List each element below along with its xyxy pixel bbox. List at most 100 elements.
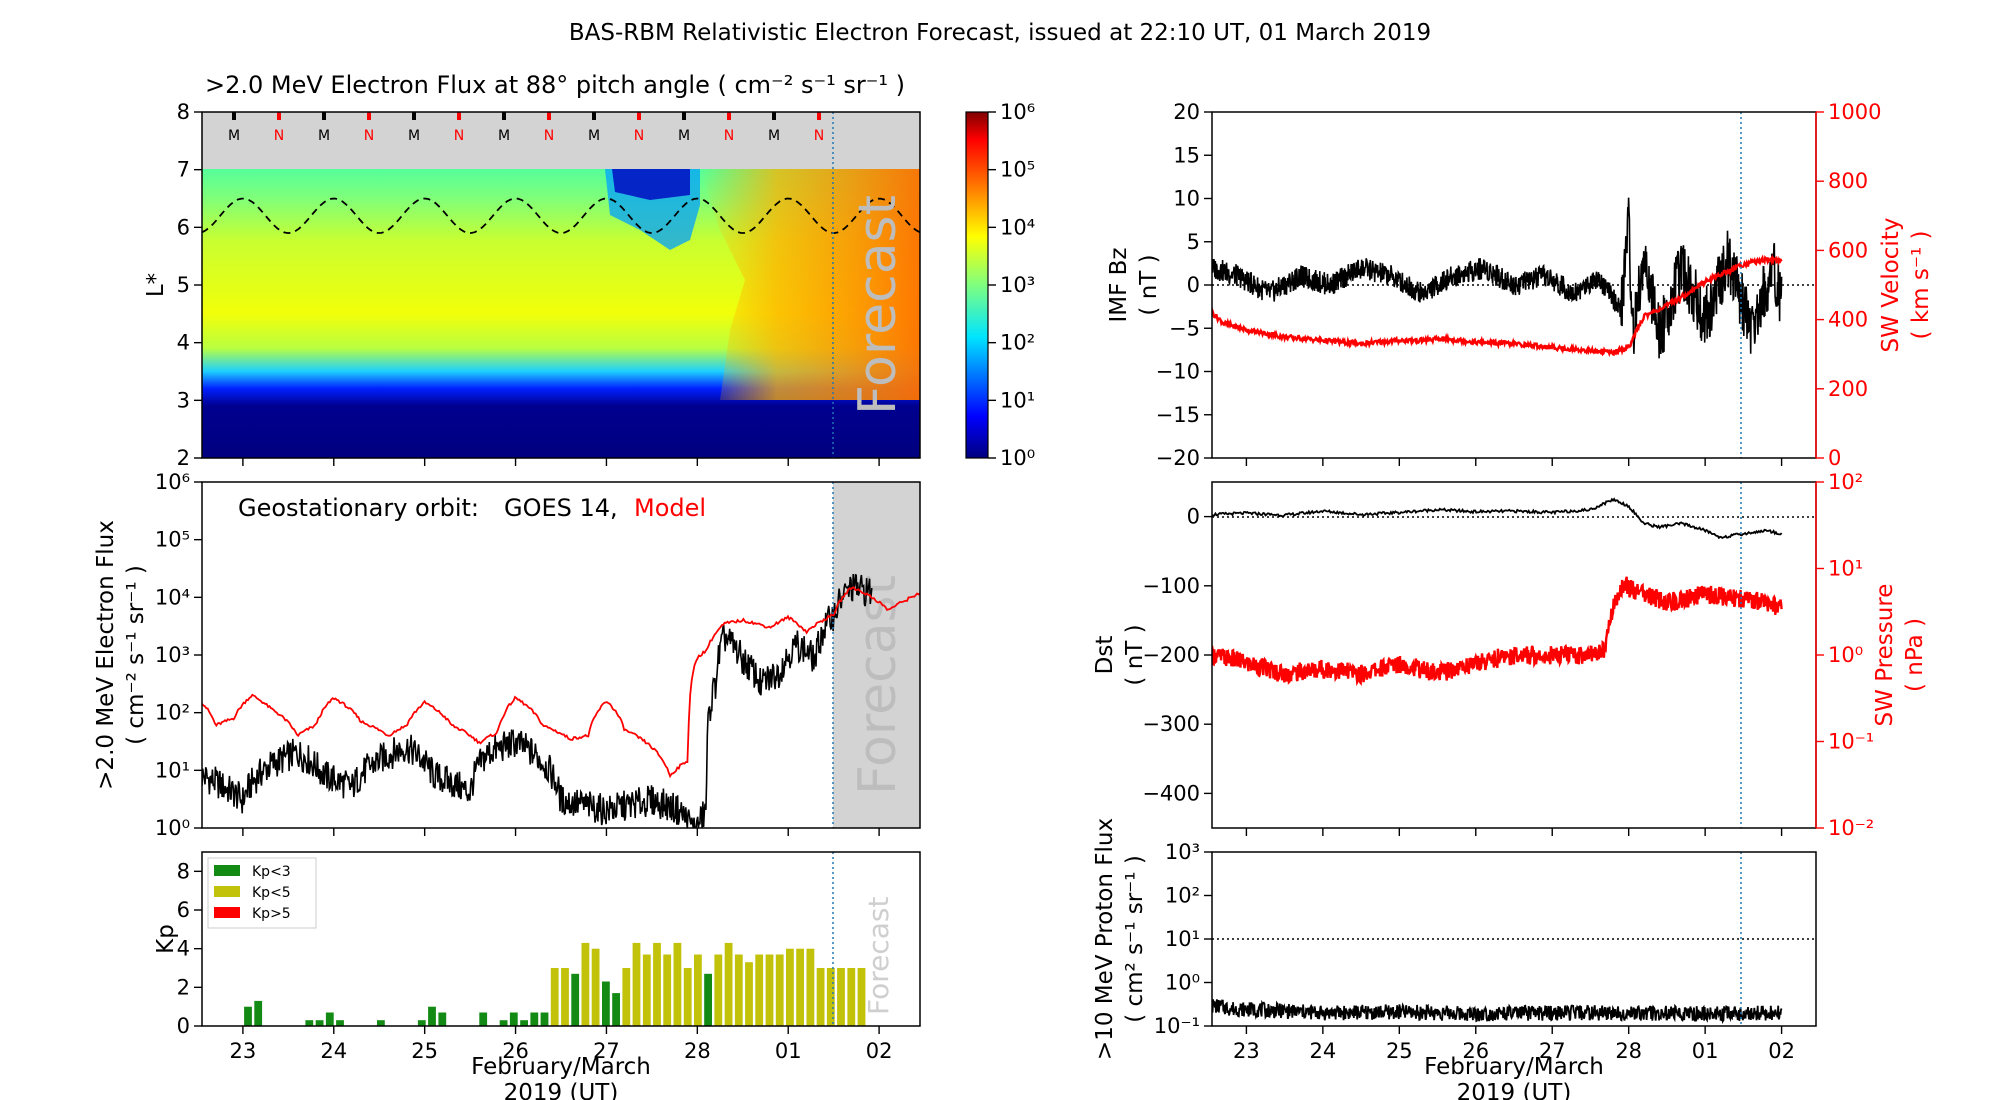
kp-bar bbox=[438, 1012, 447, 1026]
kp-bar bbox=[837, 968, 845, 1026]
kp-bar bbox=[581, 942, 590, 1026]
kp-bar bbox=[428, 1006, 436, 1026]
lstar-y-tick-label: 3 bbox=[177, 388, 190, 412]
forecast-watermark-kp: Forecast bbox=[862, 896, 895, 1015]
kp-bar bbox=[847, 968, 856, 1026]
kp-bar bbox=[561, 968, 569, 1026]
dst-y-tick-label: −400 bbox=[1142, 781, 1200, 805]
dst-y-tick-label: 0 bbox=[1187, 505, 1200, 529]
proton-y-tick-label: 10¹ bbox=[1165, 927, 1200, 951]
imf-y-tick-label: 10 bbox=[1173, 187, 1200, 211]
kp-bar bbox=[305, 1020, 314, 1026]
goes-14-series-line bbox=[202, 573, 873, 828]
kp-y-tick-label: 6 bbox=[177, 898, 190, 922]
dst-y-tick-label: −100 bbox=[1142, 574, 1200, 598]
sw-velocity-y-tick-label: 800 bbox=[1828, 169, 1868, 193]
kp-bar bbox=[530, 1012, 539, 1026]
kp-bar bbox=[734, 954, 743, 1026]
dst-series-line bbox=[1212, 497, 1783, 540]
date-tick-label-25: 25 bbox=[1386, 1039, 1413, 1063]
forecast-watermark-geo: Forecast bbox=[848, 575, 908, 795]
imf-y-tick-label: −20 bbox=[1156, 446, 1200, 470]
kp-bar bbox=[663, 954, 672, 1026]
sw-pressure-y-tick-label: 10⁻² bbox=[1828, 816, 1874, 840]
orbit-marker-M: M bbox=[318, 128, 330, 144]
kp-legend-swatch-2 bbox=[214, 886, 240, 897]
orbit-marker-M: M bbox=[498, 128, 510, 144]
kp-bar bbox=[540, 1012, 549, 1026]
left-x-label-line1: February/March bbox=[471, 1054, 651, 1080]
sw-pressure-y-tick-label: 10⁰ bbox=[1828, 643, 1863, 667]
kp-bar bbox=[622, 968, 631, 1026]
kp-bar bbox=[806, 948, 815, 1026]
colorbar-ticks: 10⁰ 10¹ 10² 10³ 10⁴ 10⁵ 10⁶ bbox=[988, 100, 1035, 470]
orbit-marker-N: N bbox=[814, 128, 824, 144]
imf-y-tick-label: 0 bbox=[1187, 273, 1200, 297]
kp-bar bbox=[632, 942, 641, 1026]
kp-bar bbox=[591, 948, 600, 1026]
figure-title: BAS-RBM Relativistic Electron Forecast, … bbox=[569, 20, 1431, 46]
kp-bar bbox=[550, 968, 559, 1026]
geo-legend-model: Model bbox=[634, 494, 706, 522]
imf-y-tick-label: −15 bbox=[1156, 403, 1200, 427]
kp-bar bbox=[694, 954, 702, 1026]
geo-y-label: >2.0 MeV Electron Flux bbox=[93, 520, 119, 790]
kp-bar bbox=[857, 968, 866, 1026]
date-tick-label-24: 24 bbox=[1309, 1039, 1336, 1063]
right-date-ticks: 23 24 25 26 27 28 01 02 bbox=[1233, 1026, 1795, 1063]
geo-y-tick-label: 10⁵ bbox=[155, 528, 190, 552]
kp-y-tick-label: 2 bbox=[177, 975, 190, 999]
right-x-label-line2: 2019 (UT) bbox=[1457, 1080, 1572, 1100]
kp-legend-swatch-1 bbox=[214, 865, 240, 876]
heatmap-orbit-marker-band bbox=[202, 112, 920, 169]
dst-y-tick-label: −200 bbox=[1142, 643, 1200, 667]
kp-bar bbox=[745, 962, 753, 1026]
imf-y-tick-label: 5 bbox=[1187, 230, 1200, 254]
geo-flux-panel: Forecast Geostationary orbit: GOES 14, M… bbox=[93, 470, 921, 840]
sw-pressure-y-units: ( nPa ) bbox=[1902, 618, 1928, 692]
kp-bar bbox=[755, 954, 764, 1026]
kp-bar bbox=[520, 1020, 528, 1026]
imf-sw-panel: −20 −15 −10 −5 0 5 10 15 20 0 200 400 600 800 1000 IM… bbox=[1106, 100, 1934, 470]
orbit-marker-M: M bbox=[678, 128, 690, 144]
date-tick-label-26: 26 bbox=[502, 1039, 529, 1063]
date-tick-label-28: 28 bbox=[1615, 1039, 1642, 1063]
kp-bar bbox=[377, 1020, 385, 1026]
date-tick-label-02: 02 bbox=[1768, 1039, 1795, 1063]
kp-bar bbox=[796, 948, 804, 1026]
sw-velocity-series-line bbox=[1212, 253, 1783, 358]
kp-bar bbox=[417, 1020, 426, 1026]
dst-y-tick-label: −300 bbox=[1142, 712, 1200, 736]
kp-bar bbox=[683, 968, 692, 1026]
proton-y-tick-label: 10⁻¹ bbox=[1154, 1014, 1200, 1038]
kp-bar bbox=[775, 954, 784, 1026]
imf-bz-series-line bbox=[1212, 197, 1783, 359]
date-tick-label-24: 24 bbox=[320, 1039, 347, 1063]
kp-bar bbox=[642, 954, 651, 1026]
date-tick-label-23: 23 bbox=[230, 1039, 257, 1063]
geo-y-tick-label: 10³ bbox=[155, 643, 190, 667]
colorbar-tick-label: 10⁶ bbox=[1000, 100, 1035, 124]
geo-y-tick-label: 10⁶ bbox=[155, 470, 190, 494]
right-x-label-line1: February/March bbox=[1424, 1054, 1604, 1080]
kp-bar bbox=[254, 1000, 263, 1026]
lstar-y-tick-label: 6 bbox=[177, 215, 190, 239]
sw-pressure-y-tick-label: 10¹ bbox=[1828, 557, 1863, 581]
model-series-line bbox=[202, 586, 920, 779]
orbit-marker-M: M bbox=[228, 128, 240, 144]
colorbar-tick-label: 10⁴ bbox=[1000, 215, 1035, 239]
orbit-marker-N: N bbox=[634, 128, 644, 144]
kp-y-ticks: 0 2 4 6 8 bbox=[177, 859, 202, 1038]
kp-legend: Kp<3 Kp<5 Kp>5 bbox=[207, 857, 317, 929]
proton-y-ticks: 10⁻¹ 10⁰ 10¹ 10² 10³ bbox=[1154, 840, 1212, 1038]
orbit-marker-N: N bbox=[454, 128, 464, 144]
colorbar-tick-label: 10³ bbox=[1000, 273, 1035, 297]
date-tick-label-23: 23 bbox=[1233, 1039, 1260, 1063]
geo-y-tick-label: 10⁰ bbox=[155, 816, 190, 840]
lstar-y-tick-label: 4 bbox=[177, 331, 190, 355]
kp-bar bbox=[786, 948, 794, 1026]
sw-velocity-y-tick-label: 400 bbox=[1828, 308, 1868, 332]
kp-bar bbox=[724, 942, 733, 1026]
kp-bar bbox=[612, 993, 620, 1026]
